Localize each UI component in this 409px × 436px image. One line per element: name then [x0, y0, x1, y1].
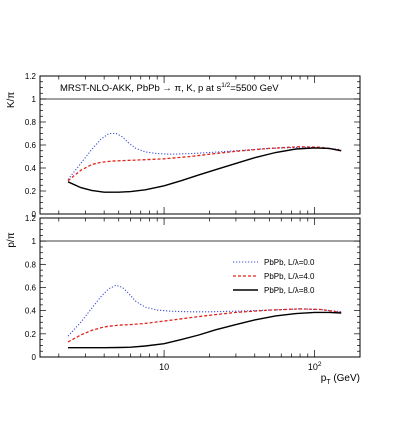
y-tick-label: 1.2	[25, 214, 37, 223]
annotation-prefix: MRST-NLO-AKK, PbPb	[60, 83, 162, 94]
series-line-top-L4	[67, 146, 342, 182]
axis-ticks: 00.20.40.60.811.200.20.40.60.811.210 102	[25, 72, 361, 372]
y-tick-label: 0.8	[25, 260, 37, 269]
legend-label-L0: PbPb, L/λ=0.0	[264, 258, 315, 267]
series-line-bottom-L8	[68, 311, 342, 349]
legend-label-L8: PbPb, L/λ=8.0	[264, 286, 315, 295]
y-tick-label: 1	[32, 237, 37, 246]
y-tick-label: 0	[32, 353, 37, 362]
annotation-sup: 1/2	[221, 82, 230, 89]
y-tick-label: 1	[32, 95, 37, 104]
annotation-suffix: =5500 GeV	[230, 83, 279, 94]
annotation-arrow: →	[162, 83, 172, 94]
x-tick-label: 102	[308, 361, 322, 372]
x-tick-label: 10	[159, 362, 169, 372]
y-tick-label: 0.8	[25, 118, 37, 127]
annotation-mid: π, K, p at s	[172, 83, 222, 94]
legend-label-L4: PbPb, L/λ=4.0	[264, 272, 315, 281]
x-label-main: p	[321, 373, 327, 384]
bottom-ylabel: p/π	[6, 232, 17, 247]
top-panel-frame	[39, 75, 361, 215]
y-tick-label: 0.2	[25, 187, 37, 196]
y-tick-label: 0.4	[25, 307, 37, 316]
y-tick-label: 0.6	[25, 284, 37, 293]
legend: PbPb, L/λ=0.0 PbPb, L/λ=4.0 PbPb, L/λ=8.0	[233, 258, 315, 295]
top-ylabel: K/π	[6, 92, 17, 108]
x-label-sub: T	[326, 379, 331, 386]
x-axis-label: pT (GeV)	[321, 373, 360, 386]
y-tick-label: 1.2	[25, 72, 37, 81]
y-tick-label: 0.4	[25, 164, 37, 173]
panel-annotation: MRST-NLO-AKK, PbPb → π, K, p at s1/2=550…	[60, 82, 279, 94]
series-line-top-L8	[67, 147, 342, 193]
series-line-bottom-L4	[67, 308, 342, 343]
series-line-bottom-L0	[67, 284, 342, 337]
y-tick-label: 0.2	[25, 330, 37, 339]
y-tick-label: 0	[32, 210, 37, 219]
y-tick-label: 0.6	[25, 141, 37, 150]
x-label-unit: (GeV)	[331, 373, 360, 384]
series-layer	[67, 132, 342, 349]
